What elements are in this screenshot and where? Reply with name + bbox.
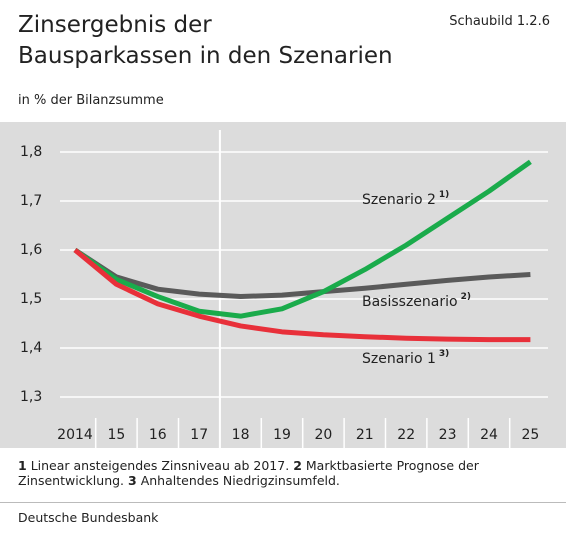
line-series [73, 247, 531, 300]
series-label: Szenario 1 3) [362, 349, 449, 368]
title-line: Bausparkassen in den Szenarien [18, 43, 393, 69]
x-tick-label: 21 [356, 427, 374, 443]
footnote-ref: 3) [439, 349, 449, 359]
plot-background [0, 122, 566, 448]
y-tick-label: 1,8 [20, 144, 42, 160]
x-tick-label: 25 [521, 427, 539, 443]
chart-title: Zinsergebnis der Bausparkassen in den Sz… [18, 10, 393, 72]
series-name: Basisszenario [362, 294, 458, 310]
source: Deutsche Bundesbank [18, 510, 159, 525]
x-tick-label: 15 [107, 427, 125, 443]
title-line: Zinsergebnis der [18, 12, 212, 38]
y-tick-label: 1,7 [20, 193, 42, 209]
series-name: Szenario 1 [362, 351, 436, 367]
footnote-number: 3 [128, 473, 137, 488]
footnote-text: Anhaltendes Niedrigzinsumfeld. [140, 473, 340, 488]
series-label: Szenario 2 1) [362, 190, 449, 209]
y-tick-label: 1,6 [20, 242, 42, 258]
x-tick-label: 24 [480, 427, 498, 443]
y-tick-label: 1,3 [20, 389, 42, 405]
separator [0, 502, 566, 503]
footnote-text: Marktbasierte Prognose der Zinsentwicklu… [18, 458, 479, 488]
footnote-number: 2 [293, 458, 302, 473]
x-tick-label: 18 [232, 427, 250, 443]
x-tick-label: 19 [273, 427, 291, 443]
x-tick-label: 20 [314, 427, 332, 443]
x-tick-label: 23 [439, 427, 457, 443]
x-tick-label: 2014 [57, 427, 93, 443]
y-tick-label: 1,4 [20, 340, 42, 356]
subtitle: in % der Bilanzsumme [18, 93, 164, 108]
x-tick-label: 17 [190, 427, 208, 443]
figure-label: Schaubild 1.2.6 [449, 14, 550, 29]
y-tick-label: 1,5 [20, 291, 42, 307]
x-tick-label: 16 [149, 427, 167, 443]
series-name: Szenario 2 [362, 192, 436, 208]
series-label: Basisszenario 2) [362, 292, 471, 311]
x-tick-label: 22 [397, 427, 415, 443]
footnote-number: 1 [18, 458, 27, 473]
chart: 1,3 1,4 1,5 1,6 1,7 1,8 2014 15 16 17 18 19 20 21 22 23… [0, 122, 566, 448]
line-series [73, 248, 531, 343]
footnote-ref: 1) [439, 190, 449, 200]
line-series [73, 159, 532, 319]
footnote-text: Linear ansteigendes Zinsniveau ab 2017. [30, 458, 290, 473]
footnotes: 1 Linear ansteigendes Zinsniveau ab 2017… [18, 458, 552, 488]
footnote-ref: 2) [461, 292, 471, 302]
